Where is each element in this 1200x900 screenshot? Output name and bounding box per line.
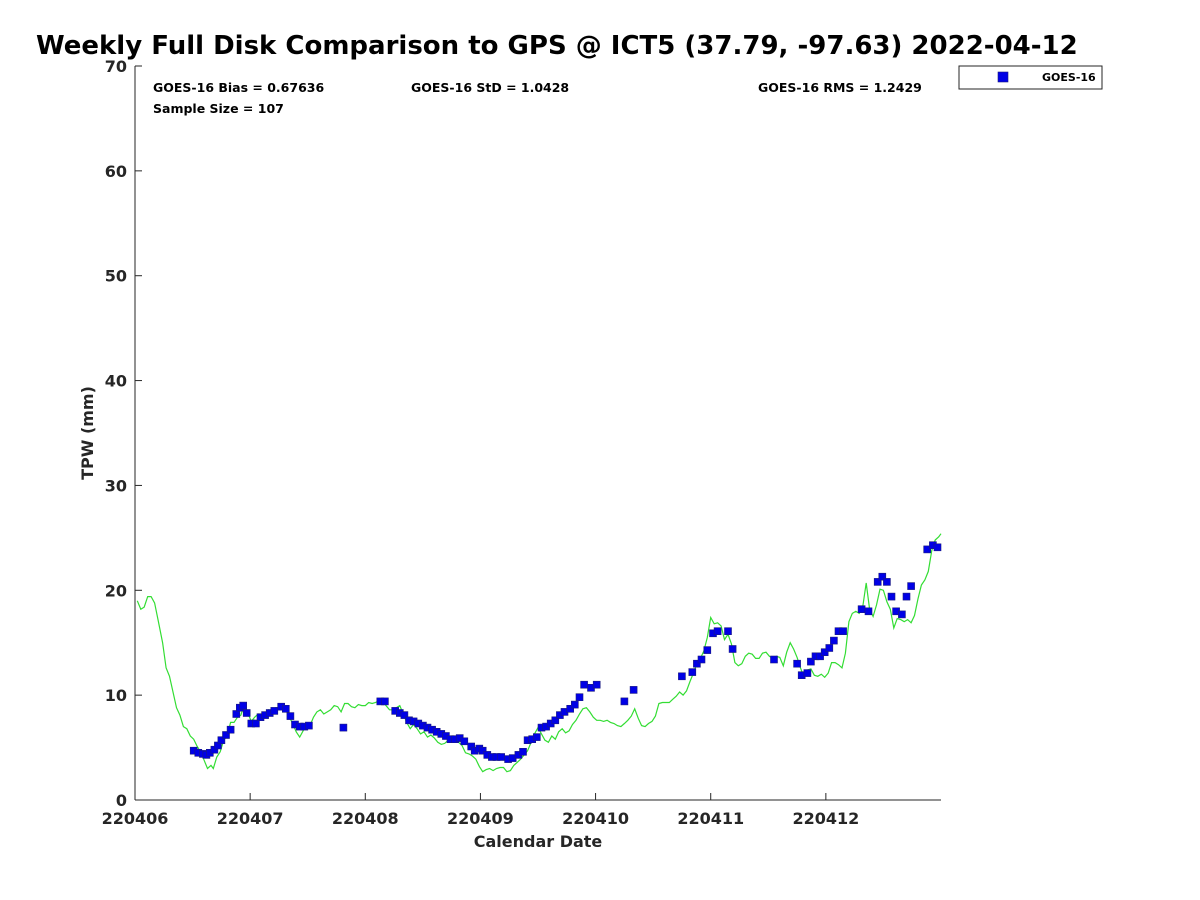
x-ticks: 220406 220407 220408 220409 220410 220411 2204…: [102, 793, 859, 828]
goes-data-point: [242, 709, 251, 717]
bias-annotation: GOES-16 Bias = 0.67636: [153, 80, 324, 95]
goes-data-point: [232, 710, 241, 718]
goes-data-point: [566, 704, 575, 713]
goes-data-point: [770, 655, 778, 664]
goes-data-point: [339, 723, 348, 732]
goes-data-point: [551, 716, 560, 725]
goes-data-point: [693, 659, 701, 668]
goes-data-point: [270, 707, 279, 715]
goes-data-point: [575, 693, 584, 702]
goes-data-point: [381, 697, 389, 706]
goes-data-point: [724, 627, 732, 636]
x-tick-label: 220411: [677, 809, 744, 828]
goes-data-point: [873, 578, 882, 586]
goes-data-point: [713, 627, 722, 636]
goes-data-point: [580, 680, 588, 689]
goes-data-point: [478, 746, 487, 755]
legend: GOES-16: [958, 65, 1103, 90]
goes-data-point: [825, 644, 834, 652]
x-tick-label: 220410: [562, 809, 629, 828]
goes-data-point: [923, 545, 932, 554]
goes-data-point: [460, 737, 469, 746]
y-tick-label: 10: [105, 686, 127, 705]
goes-data-point: [697, 655, 706, 664]
goes-data-point: [857, 605, 866, 614]
goes-data-point: [305, 721, 313, 730]
goes-data-point: [222, 731, 230, 739]
std-annotation: GOES-16 StD = 1.0428: [411, 80, 569, 95]
goes-series-markers: [189, 541, 942, 763]
y-tick-label: 0: [116, 791, 127, 810]
goes-data-point: [620, 697, 629, 706]
goes-data-point: [217, 736, 226, 745]
goes-data-point: [830, 636, 838, 645]
x-axis-label: Calendar Date: [474, 832, 603, 851]
goes-data-point: [887, 592, 896, 601]
goes-data-point: [803, 669, 812, 677]
legend-label-goes16: GOES-16: [1042, 71, 1096, 84]
goes-data-point: [532, 733, 541, 741]
plot-area: 0 10 20 30 40 50 60 70 220406 220407 220408 220409…: [102, 57, 942, 828]
legend-box: [958, 65, 1103, 90]
sample-size-annotation: Sample Size = 107: [153, 101, 284, 116]
goes-data-point: [239, 701, 247, 710]
legend-marker-goes16: [997, 71, 1009, 83]
goes-data-point: [570, 700, 579, 709]
goes-data-point: [286, 712, 295, 720]
stats-annotations: GOES-16 Bias = 0.67636 GOES-16 StD = 1.0…: [153, 80, 922, 116]
x-tick-label: 220412: [792, 809, 859, 828]
goes-data-point: [226, 725, 235, 734]
x-tick-label: 220407: [217, 809, 284, 828]
goes-data-point: [629, 686, 638, 694]
x-tick-label: 220406: [102, 809, 169, 828]
goes-data-point: [807, 657, 815, 666]
y-tick-label: 60: [105, 162, 127, 181]
goes-data-point: [678, 672, 686, 681]
goes-data-point: [497, 753, 506, 761]
goes-data-point: [688, 668, 697, 676]
goes-data-point: [592, 680, 601, 689]
y-tick-label: 40: [105, 372, 127, 391]
goes-data-point: [816, 652, 824, 661]
goes-data-point: [728, 645, 737, 653]
goes-data-point: [252, 719, 260, 728]
x-tick-label: 220408: [332, 809, 399, 828]
goes-data-point: [902, 592, 911, 601]
chart-title: Weekly Full Disk Comparison to GPS @ ICT…: [36, 31, 1078, 61]
y-tick-label: 20: [105, 581, 127, 600]
goes-data-point: [519, 747, 527, 756]
goes-data-point: [793, 659, 801, 668]
goes-data-point: [820, 648, 829, 657]
goes-data-point: [933, 543, 942, 552]
y-tick-label: 70: [105, 57, 127, 76]
goes-data-point: [864, 607, 873, 616]
goes-data-point: [839, 627, 847, 636]
goes-data-point: [898, 610, 906, 619]
goes-data-point: [907, 582, 915, 590]
goes-data-point: [883, 578, 891, 586]
y-tick-label: 30: [105, 476, 127, 495]
y-tick-label: 50: [105, 267, 127, 286]
x-tick-label: 220409: [447, 809, 514, 828]
goes-data-point: [878, 572, 887, 581]
goes-data-point: [703, 646, 712, 654]
goes-data-point: [400, 711, 409, 719]
y-axis-label: TPW (mm): [78, 386, 97, 480]
goes-data-point: [281, 704, 290, 713]
rms-annotation: GOES-16 RMS = 1.2429: [758, 80, 922, 95]
y-ticks: 0 10 20 30 40 50 60 70: [105, 57, 142, 810]
